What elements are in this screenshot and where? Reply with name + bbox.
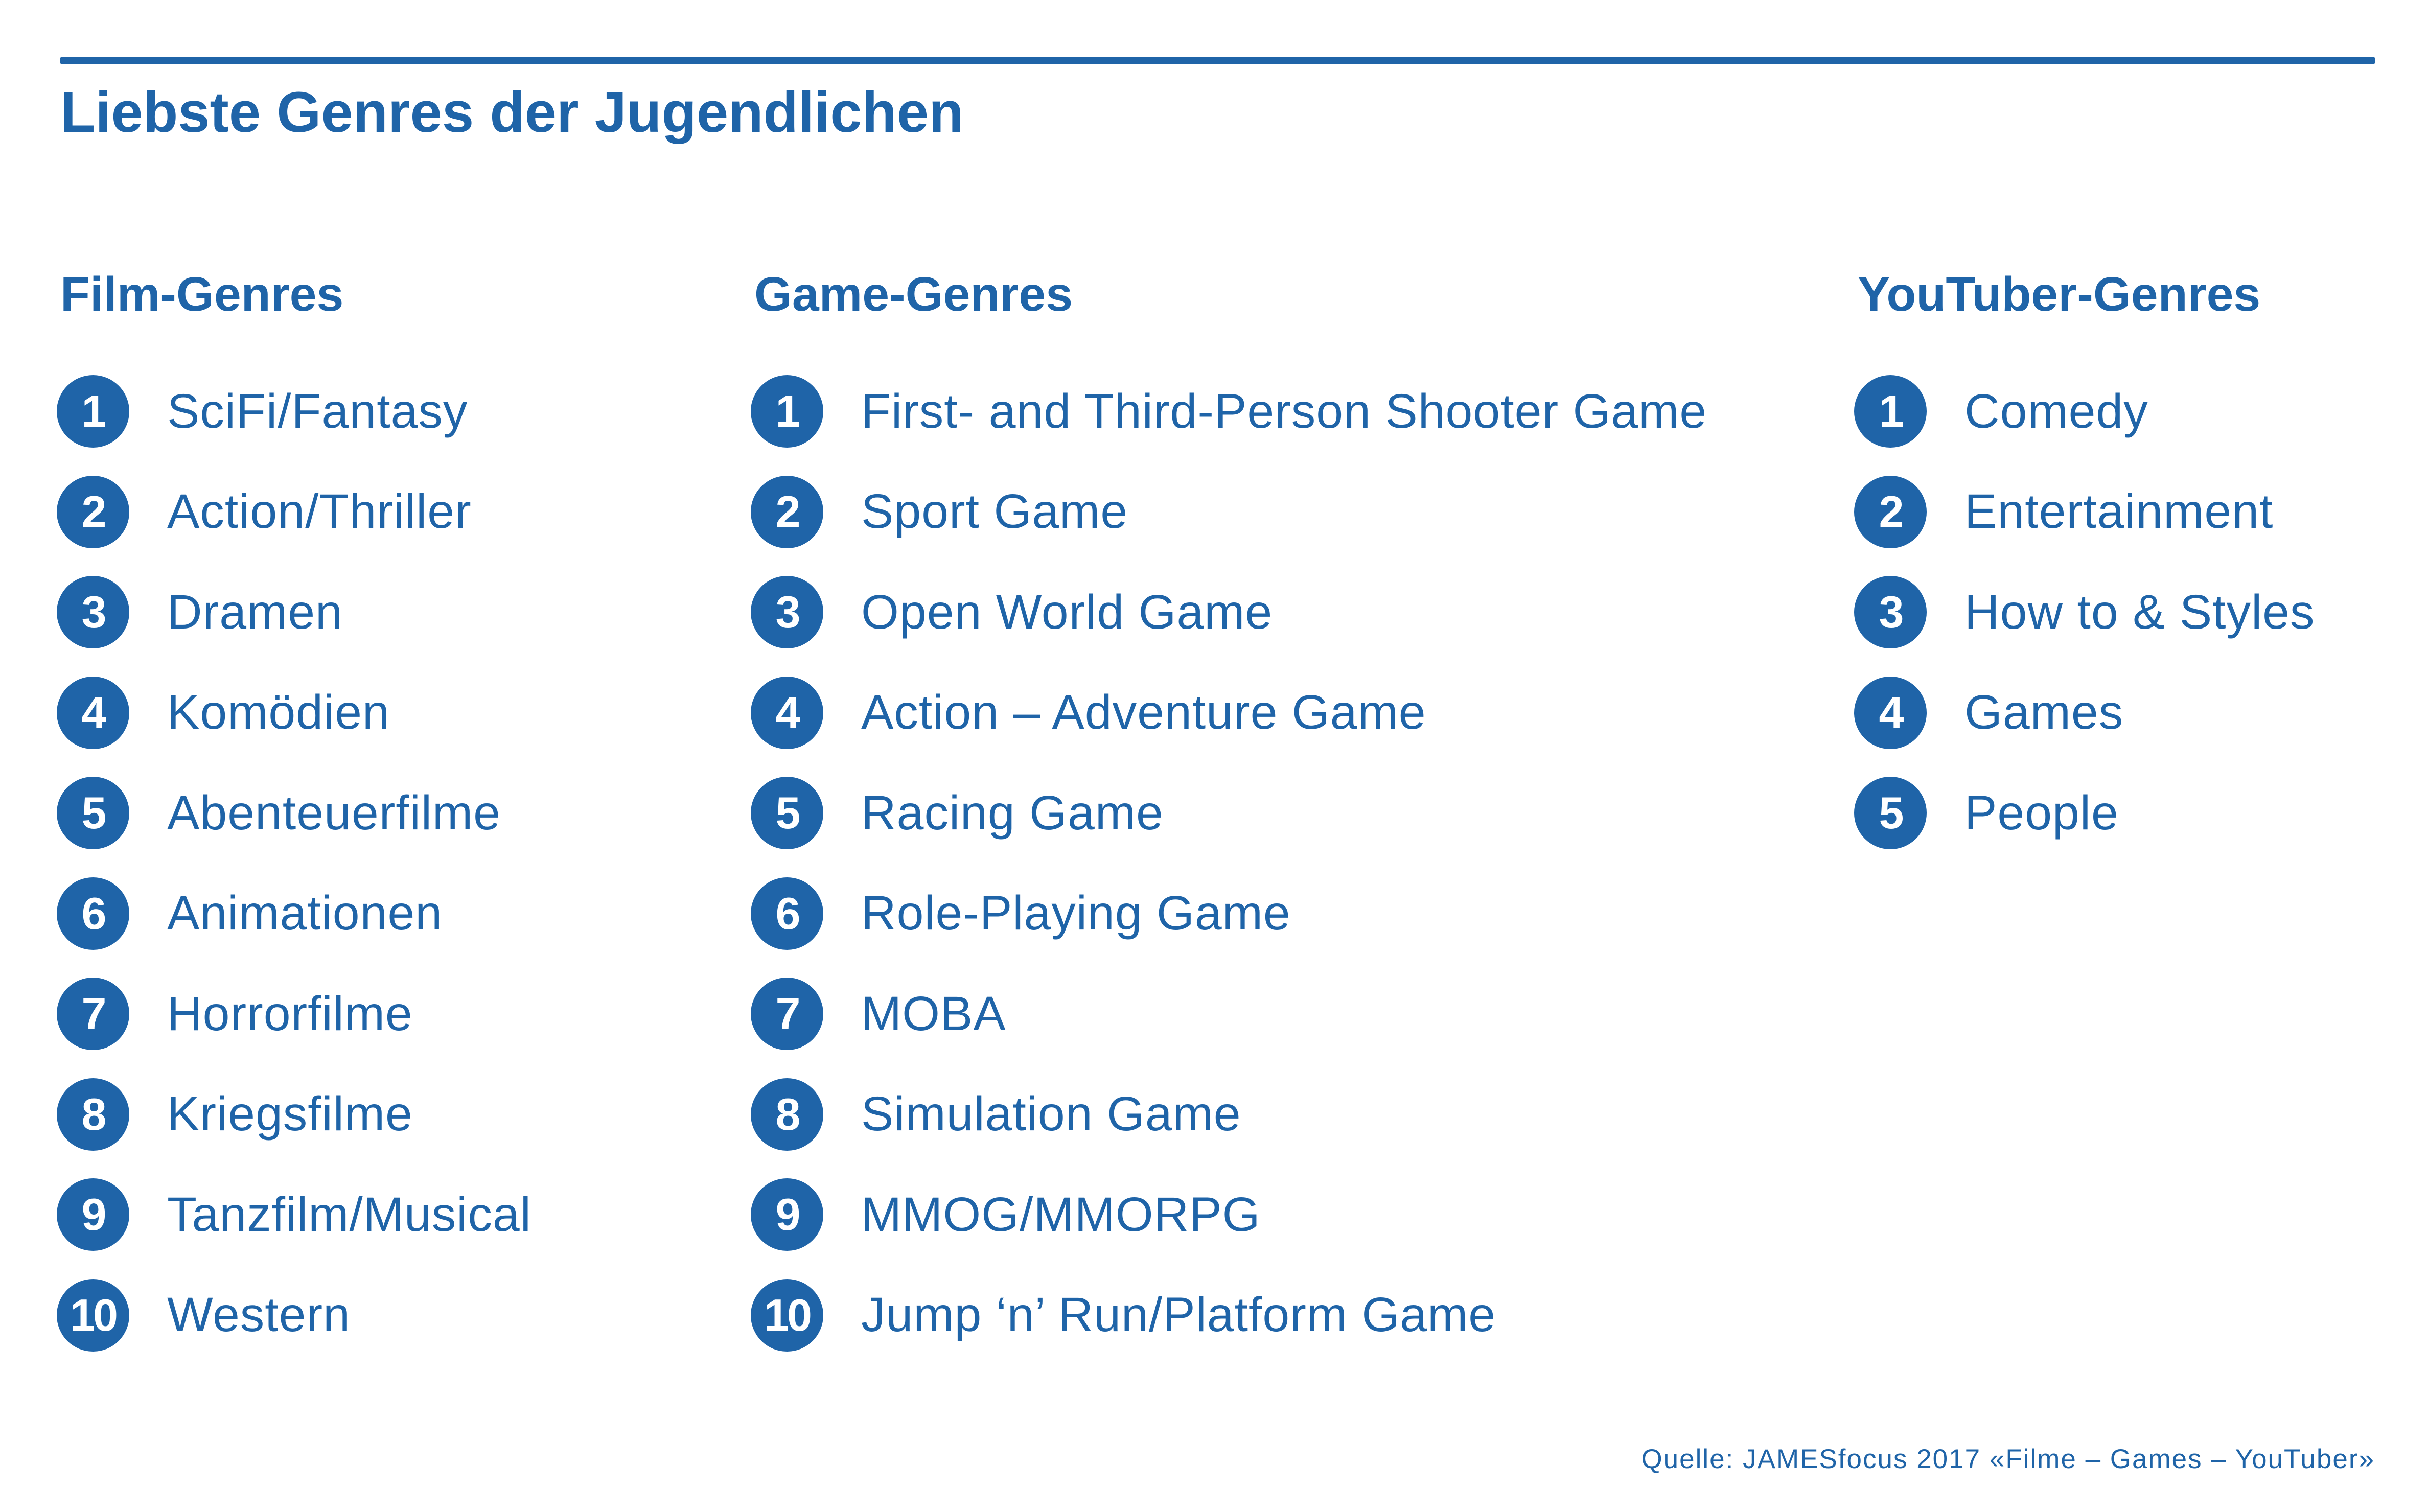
rank-badge: 4: [1854, 676, 1927, 749]
rank-badge: 4: [751, 676, 823, 749]
genre-label: Action – Adventure Game: [861, 685, 1426, 739]
genre-label: Comedy: [1964, 384, 2148, 438]
genre-label: Komödien: [167, 685, 390, 739]
genre-label: MOBA: [861, 986, 1006, 1041]
genre-label: Entertainment: [1964, 484, 2274, 539]
rank-badge: 2: [57, 475, 129, 548]
genre-label: Horrorfilme: [167, 986, 413, 1041]
rank-badge: 1: [57, 375, 129, 448]
list-item: 5 People: [1854, 777, 2119, 849]
genre-label: Kriegsfilme: [167, 1087, 413, 1141]
list-item: 8 Simulation Game: [751, 1078, 1241, 1151]
genre-label: Western: [167, 1288, 351, 1342]
list-item: 5 Racing Game: [751, 777, 1164, 849]
list-item: 3 How to & Styles: [1854, 576, 2315, 648]
genre-label: Action/Thriller: [167, 484, 472, 539]
top-rule: [60, 57, 2375, 64]
rank-badge: 2: [751, 475, 823, 548]
genre-label: Dramen: [167, 585, 343, 639]
list-item: 4 Komödien: [57, 676, 390, 749]
list-item: 10 Western: [57, 1278, 351, 1352]
genre-label: SciFi/Fantasy: [167, 384, 468, 438]
rank-badge: 10: [751, 1278, 823, 1352]
list-item: 3 Dramen: [57, 576, 343, 648]
rank-badge: 5: [57, 777, 129, 849]
rank-badge: 9: [751, 1178, 823, 1251]
list-item: 1 Comedy: [1854, 375, 2148, 448]
genre-label: Role-Playing Game: [861, 886, 1291, 940]
list-item: 7 MOBA: [751, 978, 1006, 1050]
genre-label: First- and Third-Person Shooter Game: [861, 384, 1707, 438]
list-item: 2 Entertainment: [1854, 475, 2274, 548]
genre-label: Simulation Game: [861, 1087, 1241, 1141]
rank-badge: 3: [57, 576, 129, 648]
list-item: 4 Games: [1854, 676, 2124, 749]
list-item: 6 Role-Playing Game: [751, 877, 1291, 950]
list-item: 8 Kriegsfilme: [57, 1078, 413, 1151]
list-item: 1 SciFi/Fantasy: [57, 375, 468, 448]
list-item: 7 Horrorfilme: [57, 978, 413, 1050]
rank-badge: 7: [57, 978, 129, 1050]
genre-label: Jump ‘n’ Run/Platform Game: [861, 1288, 1496, 1342]
rank-badge: 2: [1854, 475, 1927, 548]
rank-badge: 10: [57, 1278, 129, 1352]
list-item: 2 Action/Thriller: [57, 475, 472, 548]
genre-label: How to & Styles: [1964, 585, 2315, 639]
rank-badge: 3: [1854, 576, 1927, 648]
genre-label: Sport Game: [861, 484, 1128, 539]
rank-badge: 3: [751, 576, 823, 648]
list-item: 6 Animationen: [57, 877, 443, 950]
genre-label: People: [1964, 785, 2119, 840]
list-item: 9 Tanzfilm/Musical: [57, 1178, 531, 1251]
rank-badge: 5: [751, 777, 823, 849]
source-note: Quelle: JAMESfocus 2017 «Filme – Games –…: [1641, 1444, 2375, 1474]
genre-label: Abenteuerfilme: [167, 785, 501, 840]
genre-label: Animationen: [167, 886, 443, 940]
list-item: 1 First- and Third-Person Shooter Game: [751, 375, 1707, 448]
game-genres-heading: Game-Genres: [754, 267, 1073, 321]
rank-badge: 5: [1854, 777, 1927, 849]
rank-badge: 4: [57, 676, 129, 749]
list-item: 5 Abenteuerfilme: [57, 777, 501, 849]
rank-badge: 7: [751, 978, 823, 1050]
genre-label: Open World Game: [861, 585, 1273, 639]
film-genres-heading: Film-Genres: [60, 267, 344, 321]
youtuber-genres-heading: YouTuber-Genres: [1858, 267, 2261, 321]
rank-badge: 6: [57, 877, 129, 950]
rank-badge: 8: [57, 1078, 129, 1151]
list-item: 2 Sport Game: [751, 475, 1128, 548]
list-item: 10 Jump ‘n’ Run/Platform Game: [751, 1278, 1496, 1352]
rank-badge: 1: [1854, 375, 1927, 448]
rank-badge: 9: [57, 1178, 129, 1251]
genre-label: Games: [1964, 685, 2124, 739]
genre-label: Tanzfilm/Musical: [167, 1187, 531, 1242]
list-item: 4 Action – Adventure Game: [751, 676, 1426, 749]
genre-label: Racing Game: [861, 785, 1164, 840]
genre-label: MMOG/MMORPG: [861, 1187, 1261, 1242]
list-item: 9 MMOG/MMORPG: [751, 1178, 1260, 1251]
rank-badge: 6: [751, 877, 823, 950]
rank-badge: 1: [751, 375, 823, 448]
list-item: 3 Open World Game: [751, 576, 1273, 648]
page-title: Liebste Genres der Jugendlichen: [60, 80, 964, 144]
rank-badge: 8: [751, 1078, 823, 1151]
